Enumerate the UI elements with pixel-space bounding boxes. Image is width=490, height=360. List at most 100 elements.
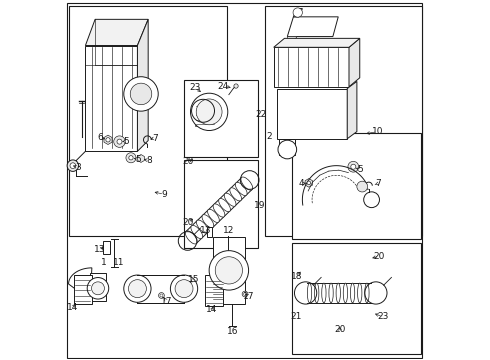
Text: 20: 20 [182,157,194,166]
Bar [207,227,212,237]
Text: 16: 16 [227,327,238,336]
Bar [292,134,421,239]
Bar [103,241,110,253]
Circle shape [244,293,246,296]
Text: 18: 18 [291,271,302,280]
Text: 21: 21 [291,312,302,321]
Polygon shape [138,154,145,162]
Text: 23: 23 [190,83,201,92]
Bar [184,80,258,157]
Circle shape [114,136,125,147]
Ellipse shape [358,283,362,303]
Ellipse shape [213,204,225,217]
Circle shape [215,257,243,284]
Bar [292,243,421,354]
Bar [69,6,227,235]
Circle shape [348,161,359,172]
Text: 7: 7 [152,134,158,143]
Circle shape [128,280,147,298]
Ellipse shape [329,283,333,303]
Polygon shape [104,135,112,144]
Circle shape [67,160,78,171]
Polygon shape [347,81,357,139]
Polygon shape [287,17,338,37]
Text: 24: 24 [218,82,229,91]
Text: 12: 12 [222,226,234,235]
Text: 22: 22 [255,110,267,119]
Circle shape [242,291,248,297]
Polygon shape [90,273,106,301]
Polygon shape [213,237,245,304]
Text: 7: 7 [375,179,381,188]
Circle shape [351,164,356,169]
Polygon shape [137,19,148,151]
Ellipse shape [224,193,236,206]
Ellipse shape [208,209,220,222]
Circle shape [159,293,164,298]
Ellipse shape [336,283,341,303]
Polygon shape [274,39,360,47]
Text: 23: 23 [377,312,389,321]
Text: 9: 9 [161,190,167,199]
Ellipse shape [202,215,214,228]
Ellipse shape [191,225,203,239]
Circle shape [106,138,110,142]
Text: 13: 13 [94,246,105,255]
Text: 1: 1 [100,258,106,267]
Polygon shape [205,275,223,306]
Circle shape [160,294,163,297]
Text: 3: 3 [75,163,81,172]
Text: 15: 15 [188,275,200,284]
Ellipse shape [235,183,247,195]
Circle shape [234,84,238,88]
Text: 5: 5 [358,166,364,175]
Text: 14: 14 [67,303,78,312]
Polygon shape [137,275,184,303]
Polygon shape [85,45,137,151]
Circle shape [70,163,76,168]
Circle shape [196,99,222,125]
Bar [195,99,215,126]
Circle shape [293,8,302,17]
Text: 10: 10 [372,127,384,136]
Text: 20: 20 [374,252,385,261]
Circle shape [191,93,228,131]
Text: 20: 20 [334,325,346,334]
Circle shape [130,83,152,105]
Circle shape [278,140,296,159]
Circle shape [124,77,158,111]
Text: 19: 19 [254,201,266,210]
Polygon shape [69,268,92,301]
Circle shape [175,280,193,298]
Ellipse shape [315,283,319,303]
Text: 6: 6 [98,133,103,142]
Circle shape [307,181,311,185]
Text: 13: 13 [200,226,211,235]
Text: 17: 17 [161,297,172,306]
Text: 11: 11 [113,258,124,267]
Text: 14: 14 [206,305,218,314]
Text: 8: 8 [146,156,152,165]
Circle shape [117,139,122,144]
Polygon shape [85,19,148,45]
Circle shape [357,181,368,192]
Text: 5: 5 [123,137,129,146]
Text: 17: 17 [243,292,254,301]
Circle shape [126,153,136,163]
Ellipse shape [343,283,347,303]
Circle shape [124,275,151,302]
Circle shape [209,251,248,290]
Polygon shape [279,139,295,155]
Circle shape [92,282,104,295]
Text: 2: 2 [266,132,272,141]
Bar [265,6,422,235]
Polygon shape [274,47,349,87]
Ellipse shape [350,283,355,303]
Polygon shape [305,179,313,187]
Bar [184,160,258,248]
Ellipse shape [219,198,230,212]
Polygon shape [287,37,297,51]
Polygon shape [277,89,347,139]
Polygon shape [349,39,360,87]
Ellipse shape [185,231,197,244]
